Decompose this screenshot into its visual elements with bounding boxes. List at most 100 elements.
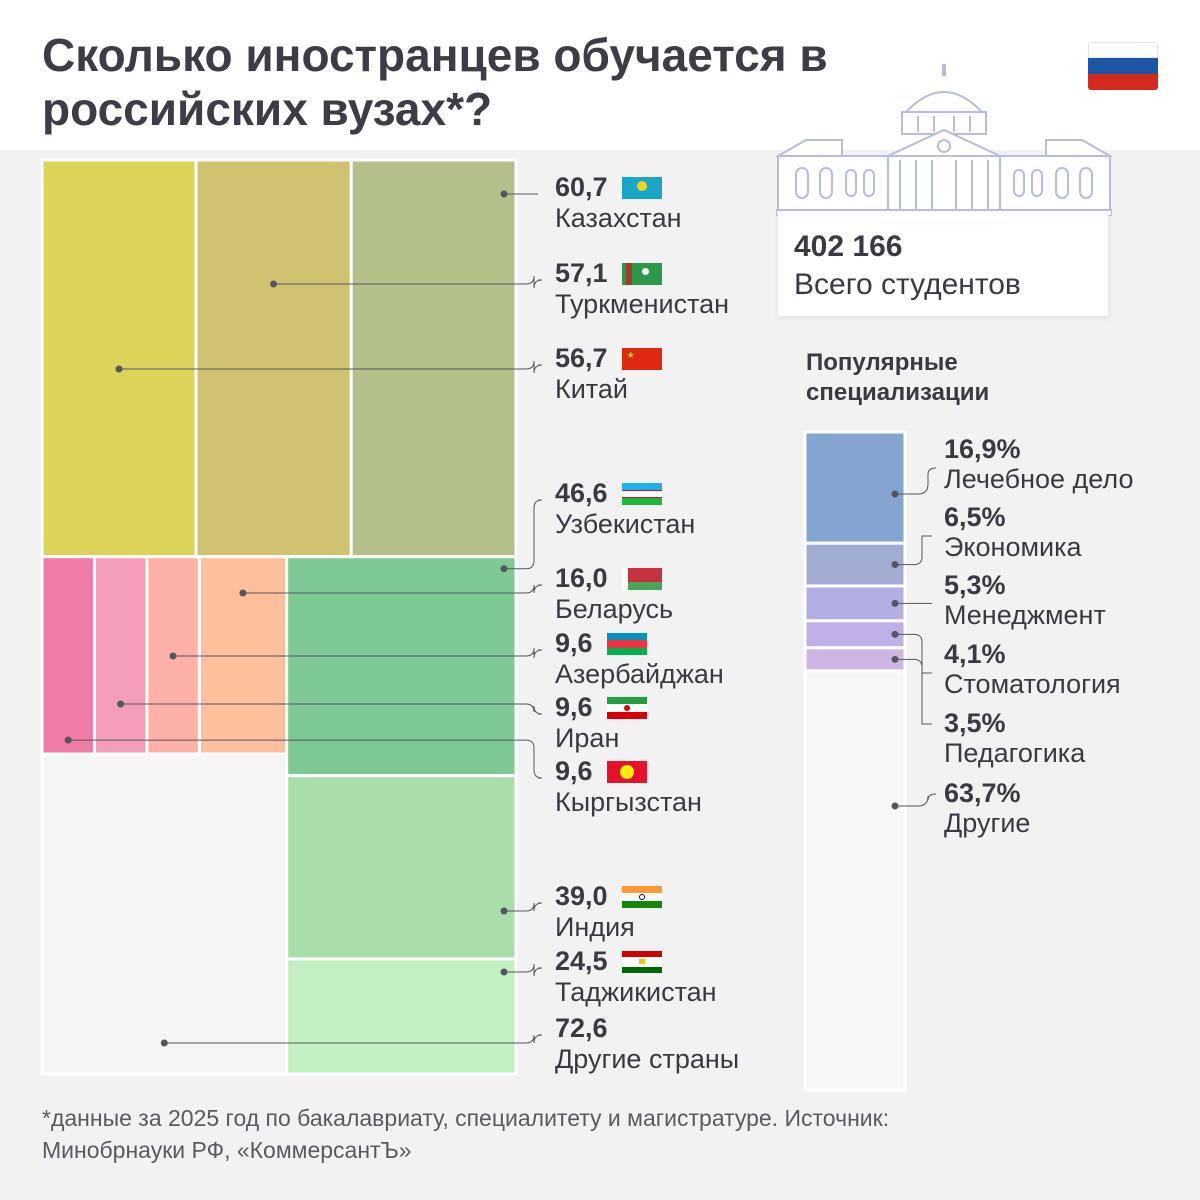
leader-line-item-5 — [173, 647, 543, 659]
treemap-value-item-5: 9,6 — [555, 628, 593, 658]
treemap-cell-item-1 — [194, 158, 353, 559]
leader-dot-item-7 — [64, 736, 72, 744]
spec-dot-item-5 — [891, 802, 899, 810]
treemap-label-item-0: 60,7 Казахстан — [555, 174, 682, 232]
leader-dot-item-9 — [500, 968, 508, 976]
spec-dot-item-1 — [891, 561, 899, 569]
header-band — [0, 0, 1200, 150]
treemap-label-item-7: 9,6 Кыргызстан — [555, 758, 702, 816]
spec-leader-item-1 — [895, 535, 932, 566]
russia-flag-icon — [1088, 42, 1158, 90]
total-box: 402 166 Всего студентов — [778, 214, 1108, 316]
leader-dot-item-1 — [270, 280, 278, 288]
spec-label-item-1: 6,5% Экономика — [944, 504, 1082, 561]
treemap-name-item-0: Казахстан — [555, 203, 682, 233]
leader-dot-item-4 — [239, 589, 247, 597]
treemap-cell-item-6 — [92, 555, 149, 756]
leader-lines — [64, 190, 543, 1047]
spec-name-item-3: Стоматология — [944, 669, 1121, 699]
spec-segment-item-1 — [803, 541, 907, 588]
spec-leader-item-3 — [895, 633, 932, 674]
spec-value-item-4: 3,5% — [944, 708, 1006, 738]
treemap-value-item-10: 72,6 — [555, 1013, 608, 1043]
spec-segment-item-3 — [803, 619, 907, 650]
treemap-value-item-2: 56,7 — [555, 343, 608, 373]
specializations-title: Популярные специализации — [806, 349, 990, 406]
leader-dot-item-6 — [117, 700, 125, 708]
leader-dot-item-5 — [169, 652, 177, 660]
treemap-label-item-9: 24,5 Таджикистан — [555, 948, 717, 1006]
treemap-label-item-3: 46,6 Узбекистан — [555, 480, 695, 538]
leader-line-item-8 — [504, 902, 543, 912]
spec-dot-item-4 — [891, 655, 899, 663]
leader-line-item-10 — [164, 1034, 543, 1044]
spec-dot-item-3 — [891, 630, 899, 638]
flag-icon-item-9 — [621, 950, 662, 973]
treemap-name-item-10: Другие страны — [555, 1044, 740, 1074]
treemap-cell-item-3 — [285, 555, 518, 778]
treemap-name-item-5: Азербайджан — [555, 659, 724, 689]
footnote: *данные за 2025 год по бакалавриату, спе… — [42, 1105, 890, 1163]
treemap-name-item-6: Иран — [555, 723, 620, 753]
page-title: Сколько иностранцев обучается в российск… — [42, 29, 828, 135]
spec-value-item-0: 16,9% — [944, 434, 1021, 464]
flag-icon-item-4 — [621, 567, 662, 590]
treemap-cell-item-0 — [349, 158, 518, 559]
treemap-cell-item-4 — [197, 555, 289, 756]
treemap-name-item-4: Беларусь — [555, 594, 674, 624]
leader-dot-item-2 — [115, 365, 123, 373]
spec-name-item-2: Менеджмент — [944, 600, 1106, 630]
leader-line-item-7 — [68, 739, 543, 779]
flag-icon-item-0 — [621, 176, 662, 199]
leader-dot-item-10 — [160, 1039, 168, 1047]
spec-name-item-4: Педагогика — [944, 738, 1086, 768]
spec-label-item-3: 4,1% Стоматология — [944, 641, 1121, 698]
total-label: Всего студентов — [794, 268, 1021, 301]
spec-label-item-5: 63,7% Другие — [944, 780, 1030, 837]
flag-icon-item-5 — [606, 632, 647, 655]
treemap — [40, 158, 518, 1076]
spec-value-item-3: 4,1% — [944, 639, 1006, 669]
leader-line-item-2 — [119, 360, 543, 374]
flag-icon-item-8 — [621, 885, 662, 908]
spec-dot-item-0 — [891, 490, 899, 498]
flag-icon-item-6 — [606, 696, 647, 719]
treemap-label-item-5: 9,6 Азербайджан — [555, 630, 724, 688]
treemap-name-item-2: Китай — [555, 374, 628, 404]
spec-label-item-0: 16,9% Лечебное дело — [944, 436, 1133, 493]
treemap-cell-item-8 — [285, 774, 518, 961]
treemap-value-item-0: 60,7 — [555, 172, 608, 202]
spec-name-item-5: Другие — [944, 808, 1031, 838]
spec-label-item-2: 5,3% Менеджмент — [944, 572, 1106, 629]
flag-icon-item-3 — [621, 482, 662, 505]
treemap-value-item-8: 39,0 — [555, 881, 608, 911]
leader-dot-item-0 — [500, 190, 508, 198]
leader-line-item-9 — [504, 963, 543, 977]
treemap-value-item-9: 24,5 — [555, 946, 608, 976]
specializations-bar — [803, 430, 937, 1092]
leader-line-item-4 — [242, 584, 543, 594]
spec-label-item-4: 3,5% Педагогика — [944, 710, 1085, 767]
treemap-label-item-1: 57,1 Туркменистан — [555, 260, 729, 318]
treemap-cell-item-2 — [40, 158, 198, 559]
treemap-value-item-3: 46,6 — [555, 478, 608, 508]
spec-value-item-1: 6,5% — [944, 502, 1006, 532]
leader-dot-item-8 — [500, 907, 508, 915]
leader-dot-item-3 — [500, 565, 508, 573]
spec-leader-item-4 — [895, 658, 932, 725]
treemap-name-item-8: Индия — [555, 912, 635, 942]
spec-value-item-2: 5,3% — [944, 570, 1006, 600]
leader-line-item-3 — [504, 499, 543, 570]
treemap-name-item-7: Кыргызстан — [555, 787, 702, 817]
spec-segment-item-0 — [803, 430, 907, 545]
treemap-cell-item-9 — [285, 957, 518, 1076]
treemap-value-item-7: 9,6 — [555, 756, 593, 786]
treemap-name-item-3: Узбекистан — [555, 509, 696, 539]
spec-name-item-1: Экономика — [944, 532, 1082, 562]
treemap-label-item-6: 9,6 Иран — [555, 694, 647, 752]
treemap-cell-item-7 — [40, 555, 96, 756]
spec-dot-item-2 — [891, 599, 899, 607]
spec-segment-item-2 — [803, 584, 907, 623]
spec-segment-item-5 — [803, 669, 907, 1092]
